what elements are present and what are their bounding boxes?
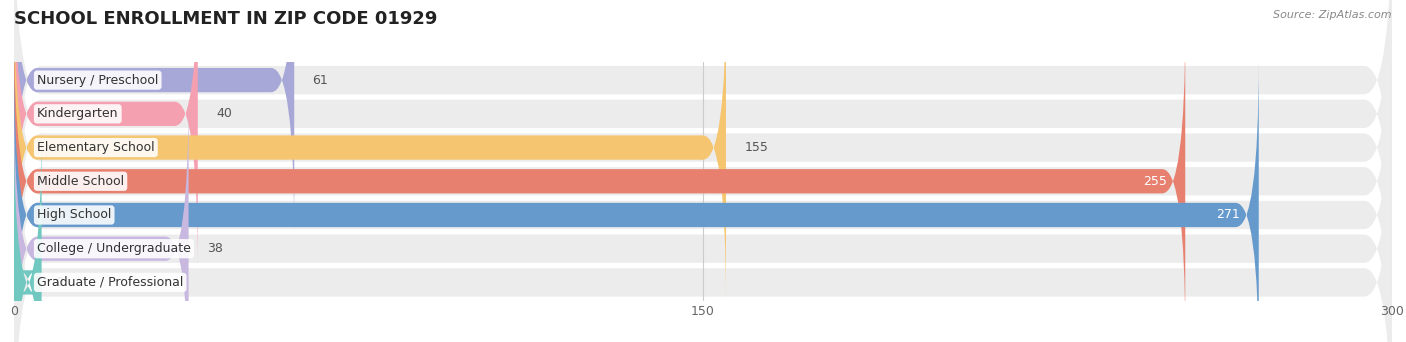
FancyBboxPatch shape	[14, 58, 1258, 342]
FancyBboxPatch shape	[14, 0, 725, 304]
Text: 38: 38	[207, 242, 222, 255]
FancyBboxPatch shape	[14, 0, 1392, 336]
Text: 0: 0	[55, 276, 63, 289]
Text: 271: 271	[1216, 209, 1240, 222]
Text: 61: 61	[312, 74, 329, 87]
FancyBboxPatch shape	[14, 0, 198, 270]
Text: High School: High School	[37, 209, 111, 222]
Text: Middle School: Middle School	[37, 175, 124, 188]
FancyBboxPatch shape	[14, 94, 1392, 342]
FancyBboxPatch shape	[14, 0, 1392, 268]
Text: Graduate / Professional: Graduate / Professional	[37, 276, 183, 289]
Text: 155: 155	[744, 141, 768, 154]
FancyBboxPatch shape	[14, 25, 1185, 338]
FancyBboxPatch shape	[14, 0, 1392, 342]
Text: 40: 40	[217, 107, 232, 120]
FancyBboxPatch shape	[14, 61, 1392, 342]
Text: Source: ZipAtlas.com: Source: ZipAtlas.com	[1274, 10, 1392, 20]
Text: Nursery / Preschool: Nursery / Preschool	[37, 74, 159, 87]
Text: SCHOOL ENROLLMENT IN ZIP CODE 01929: SCHOOL ENROLLMENT IN ZIP CODE 01929	[14, 10, 437, 28]
FancyBboxPatch shape	[14, 0, 1392, 302]
FancyBboxPatch shape	[14, 92, 188, 342]
Text: College / Undergraduate: College / Undergraduate	[37, 242, 191, 255]
FancyBboxPatch shape	[14, 126, 42, 342]
Text: Kindergarten: Kindergarten	[37, 107, 118, 120]
Text: Elementary School: Elementary School	[37, 141, 155, 154]
Text: 255: 255	[1143, 175, 1167, 188]
FancyBboxPatch shape	[14, 0, 294, 237]
FancyBboxPatch shape	[14, 27, 1392, 342]
